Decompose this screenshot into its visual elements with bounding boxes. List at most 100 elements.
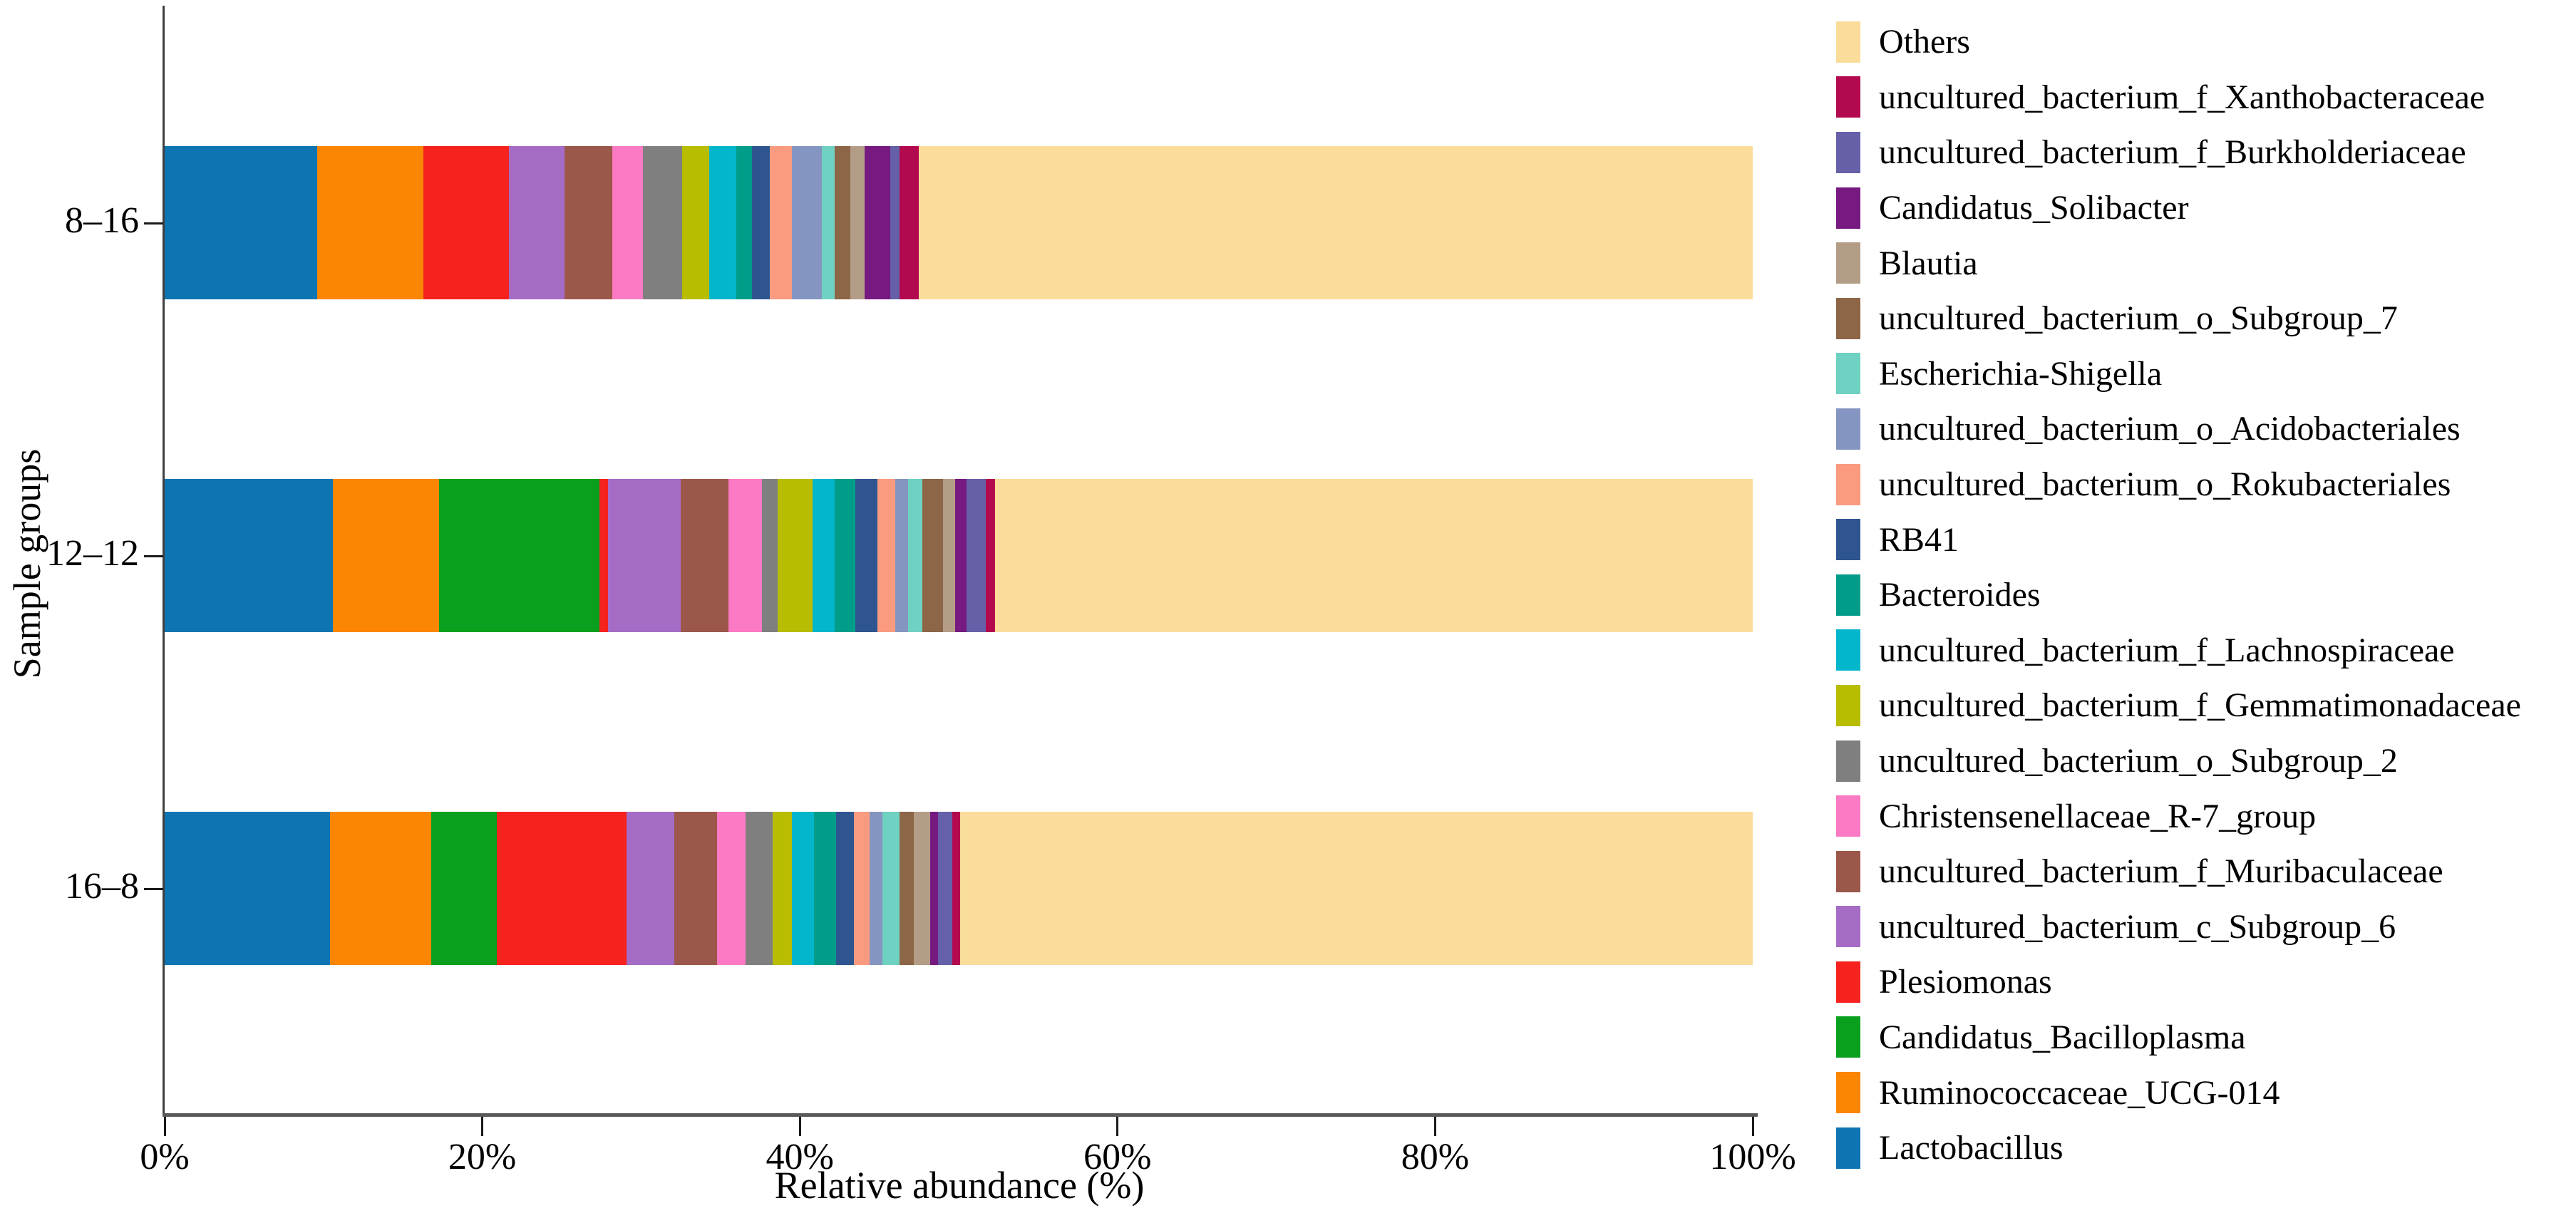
legend-swatch-uncultured_bacterium_f_Xanthobacteraceae [1836, 76, 1860, 118]
x-tick-40% [798, 1117, 801, 1136]
bar-segment-Lactobacillus [165, 812, 330, 965]
legend-item-uncultured_bacterium_o_Rokubacteriales: uncultured_bacterium_o_Rokubacteriales [1836, 457, 2521, 512]
bar-segment-RB41 [855, 479, 878, 632]
legend-swatch-Others [1836, 21, 1860, 63]
legend-item-uncultured_bacterium_f_Gemmatimonadaceae: uncultured_bacterium_f_Gemmatimonadaceae [1836, 678, 2521, 733]
bar-segment-uncultured_bacterium_o_Subgroup_2 [642, 146, 683, 299]
legend-swatch-uncultured_bacterium_f_Burkholderiaceae [1836, 131, 1860, 173]
legend-item-uncultured_bacterium_o_Acidobacteriales: uncultured_bacterium_o_Acidobacteriales [1836, 401, 2521, 457]
legend-item-uncultured_bacterium_c_Subgroup_6: uncultured_bacterium_c_Subgroup_6 [1836, 899, 2521, 955]
legend-label-uncultured_bacterium_f_Burkholderiaceae: uncultured_bacterium_f_Burkholderiaceae [1879, 133, 2466, 172]
y-tick-8–16 [144, 222, 163, 224]
legend-label-uncultured_bacterium_f_Lachnospiraceae: uncultured_bacterium_f_Lachnospiraceae [1879, 631, 2455, 669]
legend-swatch-Blautia [1836, 242, 1860, 284]
legend-swatch-uncultured_bacterium_o_Rokubacteriales [1836, 463, 1860, 505]
bar-segment-uncultured_bacterium_o_Rokubacteriales [769, 146, 792, 299]
legend-swatch-uncultured_bacterium_o_Acidobacteriales [1836, 408, 1860, 450]
y-axis-title: Sample groups [6, 448, 48, 679]
legend-label-Blautia: Blautia [1879, 244, 1978, 282]
legend-label-RB41: RB41 [1879, 520, 1959, 559]
bar-segment-Bacteroides [814, 812, 837, 965]
bar-segment-Blautia [850, 146, 865, 299]
bar-segment-RB41 [836, 812, 854, 965]
bar-segment-uncultured_bacterium_f_Muribaculaceae [565, 146, 613, 299]
legend-swatch-uncultured_bacterium_o_Subgroup_2 [1836, 740, 1860, 782]
bar-segment-uncultured_bacterium_c_Subgroup_6 [627, 812, 675, 965]
bar-12–12 [165, 479, 1753, 632]
legend-item-RB41: RB41 [1836, 512, 2521, 567]
legend-swatch-uncultured_bacterium_f_Muribaculaceae [1836, 850, 1860, 892]
legend-label-Escherichia-Shigella: Escherichia-Shigella [1879, 354, 2163, 393]
legend-swatch-Candidatus_Bacilloplasma [1836, 1016, 1860, 1058]
bar-segment-uncultured_bacterium_c_Subgroup_6 [509, 146, 565, 299]
legend-swatch-Lactobacillus [1836, 1127, 1860, 1169]
bar-segment-uncultured_bacterium_f_Burkholderiaceae [890, 146, 900, 299]
legend-item-Lactobacillus: Lactobacillus [1836, 1120, 2521, 1176]
x-tick-label-20%: 20% [448, 1137, 517, 1177]
bar-segment-Candidatus_Bacilloplasma [439, 479, 600, 632]
y-tick-label-16–8: 16–8 [65, 865, 139, 907]
x-tick-label-40%: 40% [766, 1137, 834, 1177]
bar-segment-uncultured_bacterium_o_Subgroup_7 [900, 812, 915, 965]
bar-segment-Lactobacillus [165, 479, 334, 632]
legend-label-uncultured_bacterium_o_Subgroup_2: uncultured_bacterium_o_Subgroup_2 [1879, 742, 2398, 780]
bar-segment-Blautia [914, 812, 930, 965]
bar-segment-RB41 [752, 146, 770, 299]
bar-16–8 [165, 812, 1753, 965]
legend-label-Bacteroides: Bacteroides [1879, 576, 2041, 614]
bar-8–16 [165, 146, 1753, 299]
legend-label-Ruminococcaceae_UCG-014: Ruminococcaceae_UCG-014 [1879, 1073, 2280, 1112]
bar-segment-Others [960, 812, 1753, 965]
legend-label-Christensenellaceae_R-7_group: Christensenellaceae_R-7_group [1879, 797, 2317, 835]
x-tick-label-100%: 100% [1709, 1137, 1796, 1177]
x-tick-80% [1433, 1117, 1436, 1136]
x-tick-20% [481, 1117, 484, 1136]
legend-item-uncultured_bacterium_f_Xanthobacteraceae: uncultured_bacterium_f_Xanthobacteraceae [1836, 70, 2521, 125]
legend-swatch-Christensenellaceae_R-7_group [1836, 795, 1860, 837]
bar-segment-uncultured_bacterium_f_Burkholderiaceae [966, 479, 986, 632]
bar-segment-Others [995, 479, 1753, 632]
bar-segment-uncultured_bacterium_o_Acidobacteriales [791, 146, 823, 299]
legend-label-Candidatus_Solibacter: Candidatus_Solibacter [1879, 189, 2189, 227]
bar-segment-Christensenellaceae_R-7_group [612, 146, 643, 299]
y-tick-label-8–16: 8–16 [65, 200, 139, 241]
x-tick-label-60%: 60% [1083, 1137, 1152, 1177]
legend-label-uncultured_bacterium_f_Xanthobacteraceae: uncultured_bacterium_f_Xanthobacteraceae [1879, 78, 2485, 116]
bar-segment-Escherichia-Shigella [882, 812, 900, 965]
legend-item-Blautia: Blautia [1836, 235, 2521, 291]
bar-segment-Others [919, 146, 1753, 299]
legend-label-Lactobacillus: Lactobacillus [1879, 1129, 2064, 1167]
x-axis-line [163, 1113, 1758, 1117]
x-tick-100% [1751, 1117, 1754, 1136]
legend-swatch-uncultured_bacterium_c_Subgroup_6 [1836, 906, 1860, 948]
legend-label-uncultured_bacterium_c_Subgroup_6: uncultured_bacterium_c_Subgroup_6 [1879, 907, 2396, 946]
bar-segment-uncultured_bacterium_c_Subgroup_6 [607, 479, 681, 632]
bar-segment-Escherichia-Shigella [822, 146, 835, 299]
bar-segment-Blautia [942, 479, 956, 632]
bar-segment-Candidatus_Solibacter [955, 479, 967, 632]
legend-item-uncultured_bacterium_f_Burkholderiaceae: uncultured_bacterium_f_Burkholderiaceae [1836, 125, 2521, 180]
bar-segment-uncultured_bacterium_f_Burkholderiaceae [937, 812, 952, 965]
legend-item-uncultured_bacterium_o_Subgroup_7: uncultured_bacterium_o_Subgroup_7 [1836, 291, 2521, 346]
legend-item-Christensenellaceae_R-7_group: Christensenellaceae_R-7_group [1836, 788, 2521, 844]
bar-segment-uncultured_bacterium_o_Acidobacteriales [870, 812, 882, 965]
bar-segment-uncultured_bacterium_f_Muribaculaceae [681, 479, 728, 632]
legend-label-uncultured_bacterium_f_Muribaculaceae: uncultured_bacterium_f_Muribaculaceae [1879, 852, 2443, 891]
x-axis-title: Relative abundance (%) [774, 1164, 1145, 1207]
y-tick-16–8 [144, 887, 163, 890]
bar-segment-Plesiomonas [423, 146, 510, 299]
bar-segment-uncultured_bacterium_f_Xanthobacteraceae [900, 146, 919, 299]
bar-segment-uncultured_bacterium_f_Xanthobacteraceae [985, 479, 996, 632]
bar-segment-uncultured_bacterium_f_Muribaculaceae [674, 812, 718, 965]
legend-item-Bacteroides: Bacteroides [1836, 567, 2521, 623]
bar-segment-Ruminococcaceae_UCG-014 [329, 812, 432, 965]
x-tick-0% [163, 1117, 166, 1136]
legend-item-uncultured_bacterium_f_Muribaculaceae: uncultured_bacterium_f_Muribaculaceae [1836, 844, 2521, 899]
legend-label-uncultured_bacterium_o_Subgroup_7: uncultured_bacterium_o_Subgroup_7 [1879, 299, 2398, 338]
bar-segment-uncultured_bacterium_f_Lachnospiraceae [812, 479, 835, 632]
bar-segment-Escherichia-Shigella [907, 479, 922, 632]
legend-label-uncultured_bacterium_o_Acidobacteriales: uncultured_bacterium_o_Acidobacteriales [1879, 410, 2461, 448]
bar-segment-Christensenellaceae_R-7_group [728, 479, 762, 632]
x-tick-label-80%: 80% [1401, 1137, 1470, 1177]
